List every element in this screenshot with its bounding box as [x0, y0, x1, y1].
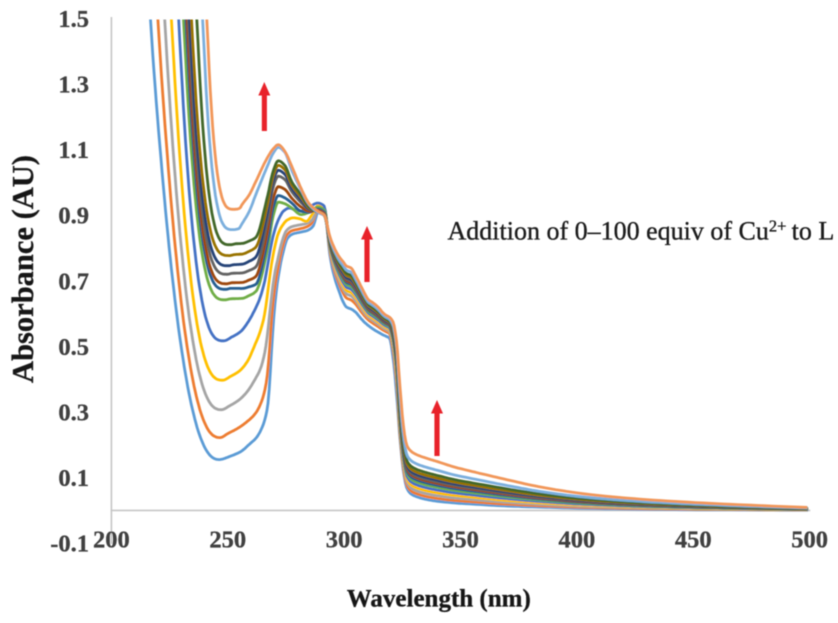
svg-text:1.1: 1.1 [58, 137, 89, 164]
svg-text:400: 400 [559, 527, 596, 554]
svg-text:Addition of 0–100 equiv of Cu2: Addition of 0–100 equiv of Cu2+ to L [448, 217, 835, 246]
svg-text:450: 450 [675, 527, 712, 554]
svg-text:0.3: 0.3 [58, 400, 89, 427]
svg-text:Wavelength (nm): Wavelength (nm) [347, 586, 531, 613]
svg-text:0.9: 0.9 [58, 203, 89, 230]
svg-text:Absorbance (AU): Absorbance (AU) [6, 155, 40, 383]
svg-text:0.1: 0.1 [58, 465, 89, 492]
svg-text:1.3: 1.3 [58, 72, 89, 99]
svg-text:250: 250 [209, 527, 246, 554]
svg-text:0.5: 0.5 [58, 334, 89, 361]
svg-text:0.7: 0.7 [58, 268, 89, 295]
svg-text:350: 350 [442, 527, 479, 554]
svg-text:300: 300 [326, 527, 363, 554]
svg-text:200: 200 [93, 527, 130, 554]
svg-text:1.5: 1.5 [58, 6, 89, 33]
svg-text:500: 500 [791, 527, 828, 554]
svg-text:-0.1: -0.1 [50, 531, 89, 558]
